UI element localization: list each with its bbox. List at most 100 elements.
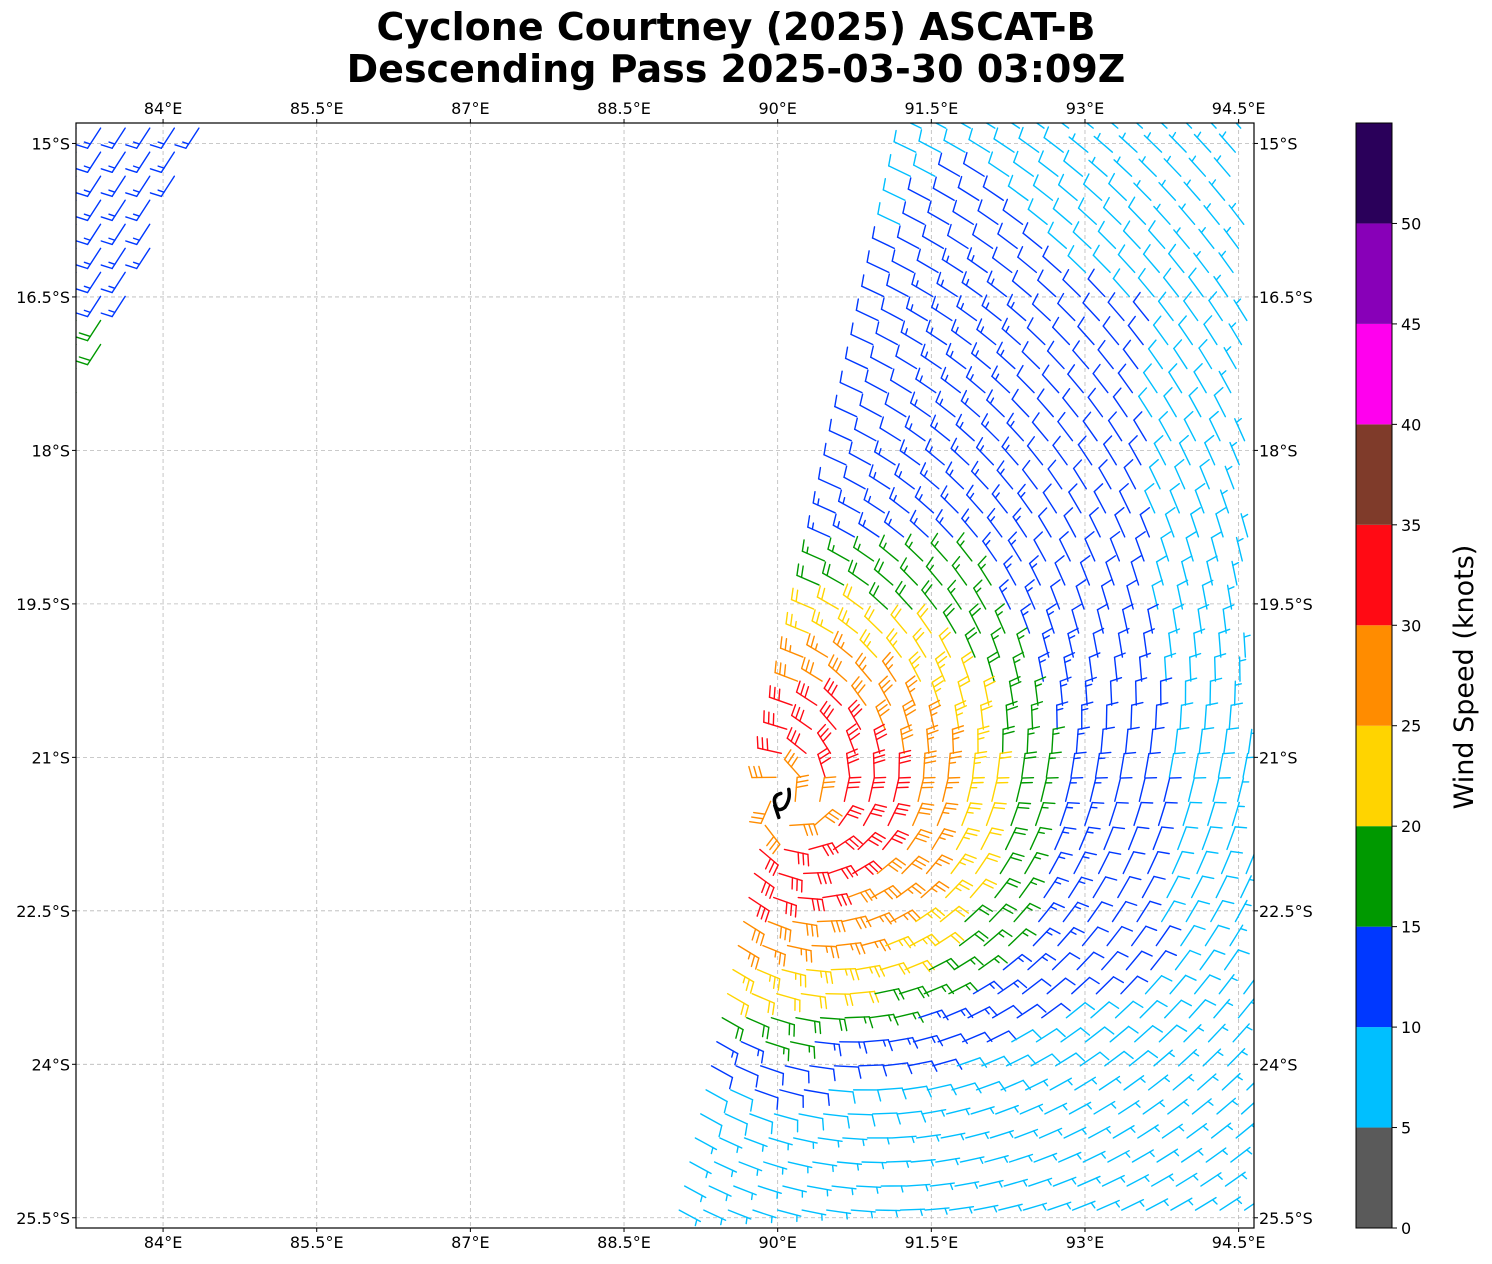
- wind-barb: [1074, 1076, 1098, 1091]
- wind-barb: [924, 1207, 950, 1215]
- wind-barb: [1001, 725, 1015, 754]
- y-tick-label-right: 24°S: [1259, 1055, 1298, 1074]
- wind-barb: [1065, 1001, 1096, 1019]
- wind-barb: [1228, 322, 1243, 346]
- wind-barb: [861, 274, 885, 298]
- wind-barb: [991, 776, 1010, 803]
- wind-barb: [1117, 363, 1134, 394]
- wind-barb: [678, 1209, 702, 1227]
- wind-barb: [889, 486, 910, 514]
- wind-barb: [1107, 1149, 1131, 1163]
- wind-barb: [1077, 316, 1095, 346]
- wind-barb: [1185, 123, 1193, 129]
- x-tick-label-top: 84°E: [144, 99, 182, 118]
- wind-barb: [1153, 203, 1171, 225]
- wind-barb: [996, 751, 1013, 779]
- wind-barb: [886, 628, 902, 658]
- wind-barb: [1077, 197, 1097, 225]
- wind-barb: [1072, 459, 1088, 490]
- wind-barb: [960, 389, 981, 418]
- wind-barb: [877, 202, 901, 225]
- wind-barb: [1210, 1122, 1233, 1139]
- wind-barb: [774, 660, 799, 682]
- wind-barb: [1124, 726, 1140, 754]
- wind-barb: [1160, 531, 1172, 562]
- wind-barb: [719, 1137, 743, 1154]
- colorbar-tick-label: 25: [1401, 717, 1421, 736]
- wind-barb: [921, 224, 945, 250]
- wind-barb: [941, 247, 964, 274]
- wind-barb: [1151, 1173, 1175, 1187]
- wind-barb: [928, 699, 942, 730]
- wind-barb: [1182, 801, 1203, 827]
- wind-barb: [1148, 220, 1166, 250]
- wind-barb: [1194, 974, 1221, 995]
- wind-barb: [1180, 1147, 1204, 1163]
- wind-barb: [1240, 513, 1249, 538]
- wind-barb: [779, 636, 804, 658]
- wind-barb: [846, 888, 878, 903]
- wind-barb: [812, 1161, 838, 1173]
- wind-barb: [883, 510, 905, 538]
- wind-barb: [1084, 1026, 1115, 1043]
- wind-barb: [793, 1137, 818, 1150]
- wind-barb: [1118, 132, 1138, 153]
- wind-barb: [1059, 676, 1072, 706]
- wind-barb: [908, 651, 922, 682]
- wind-barb: [1088, 156, 1108, 177]
- wind-barb: [890, 909, 921, 923]
- wind-barb: [989, 1129, 1014, 1139]
- wind-barb: [743, 920, 765, 946]
- wind-barb: [1045, 751, 1062, 779]
- wind-barb: [1072, 340, 1090, 370]
- wind-barb: [1088, 1125, 1112, 1139]
- wind-barb: [926, 724, 939, 754]
- wind-barb: [772, 896, 798, 918]
- wind-barb: [1109, 1025, 1139, 1043]
- wind-barb: [794, 774, 810, 803]
- wind-barb: [1187, 777, 1207, 803]
- wind-barb: [994, 877, 1021, 899]
- wind-barb: [1026, 726, 1041, 754]
- wind-barb: [937, 152, 961, 177]
- wind-barb: [842, 1137, 868, 1147]
- wind-barb: [968, 127, 991, 153]
- wind-barb: [879, 416, 902, 442]
- wind-barb: [934, 651, 948, 682]
- wind-barb: [1106, 925, 1134, 947]
- wind-barb: [986, 270, 1008, 298]
- wind-barb: [1121, 1198, 1145, 1211]
- wind-barb: [735, 1065, 759, 1088]
- wind-barb: [929, 1182, 955, 1191]
- wind-barb: [1138, 156, 1157, 177]
- wind-barb: [1222, 604, 1235, 634]
- wind-barb: [1021, 751, 1038, 779]
- wind-barb: [1142, 244, 1160, 274]
- wind-barb: [1203, 702, 1219, 730]
- wind-barb: [843, 776, 862, 803]
- wind-barb: [1207, 1023, 1229, 1043]
- wind-barb: [813, 808, 843, 827]
- wind-barb: [743, 1137, 768, 1152]
- wind-barb: [1062, 268, 1081, 298]
- wind-barb: [970, 460, 989, 490]
- y-tick-label-left: 15°S: [31, 134, 70, 153]
- wind-barb: [1245, 852, 1254, 875]
- wind-barb: [1219, 1196, 1243, 1211]
- wind-barb: [76, 151, 77, 154]
- y-tick-label-left: 16.5°S: [16, 288, 70, 307]
- wind-barb: [1240, 1101, 1254, 1115]
- wind-barb: [1128, 196, 1147, 225]
- wind-barb: [1196, 850, 1219, 875]
- wind-barb: [1114, 507, 1126, 538]
- wind-barb: [1054, 555, 1066, 586]
- wind-barb: [841, 915, 872, 930]
- wind-barb: [1193, 131, 1212, 153]
- wind-barb: [1083, 173, 1103, 201]
- wind-barb: [1164, 652, 1177, 682]
- wind-barb: [749, 1113, 774, 1135]
- wind-barb: [899, 439, 921, 466]
- wind-barb: [900, 320, 923, 346]
- wind-barb: [816, 723, 832, 754]
- wind-barb: [836, 1161, 863, 1171]
